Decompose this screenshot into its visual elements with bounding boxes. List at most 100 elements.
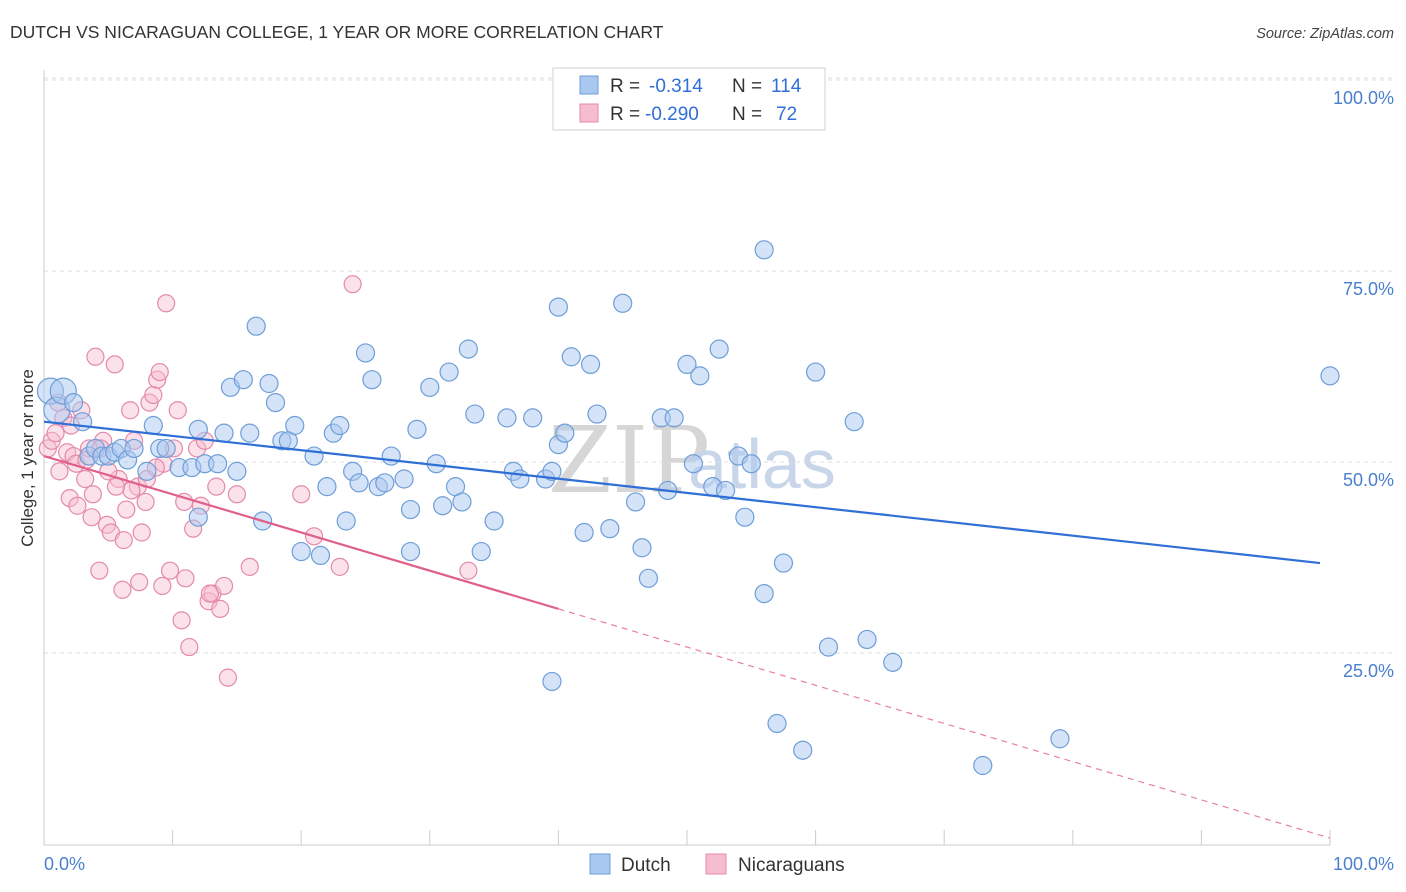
dutch-point bbox=[580, 354, 601, 374]
dutch-point bbox=[857, 629, 877, 650]
nicaraguan-point bbox=[86, 347, 105, 366]
dutch-point bbox=[330, 415, 350, 436]
dutch-point bbox=[375, 473, 395, 493]
nicaraguan-point bbox=[114, 531, 133, 550]
dutch-point bbox=[452, 492, 472, 512]
nicaraguan-point bbox=[343, 275, 362, 294]
dutch-point bbox=[291, 541, 311, 562]
nicaraguan-point bbox=[83, 485, 102, 504]
nicaraguan-point bbox=[50, 462, 69, 481]
dutch-point bbox=[844, 412, 864, 432]
nicaraguan-point bbox=[136, 492, 155, 512]
nicaraguan-point bbox=[121, 401, 140, 420]
nicaraguan-point bbox=[168, 401, 187, 420]
nicaraguan-point bbox=[292, 485, 311, 504]
nicaraguan-point bbox=[187, 439, 207, 458]
x-tick-label-0: 0.0% bbox=[44, 854, 85, 874]
nicaraguan-point bbox=[90, 561, 109, 580]
nicaraguan-point bbox=[150, 362, 169, 382]
y-tick-labels: 25.0% 50.0% 75.0% 100.0% bbox=[1333, 88, 1394, 681]
dutch-point bbox=[407, 419, 427, 439]
dutch-point bbox=[420, 377, 440, 397]
dutch-point bbox=[548, 297, 569, 317]
chart-source: Source: ZipAtlas.com bbox=[1256, 26, 1394, 42]
dutch-point bbox=[715, 480, 736, 501]
chart-title: DUTCH VS NICARAGUAN COLLEGE, 1 YEAR OR M… bbox=[10, 22, 664, 42]
dutch-point bbox=[767, 713, 787, 734]
nicaraguan-point bbox=[106, 477, 126, 496]
nicaraguan-point bbox=[130, 573, 149, 592]
dutch-point bbox=[773, 553, 794, 573]
nicaraguan-point bbox=[459, 561, 478, 580]
dutch-points bbox=[36, 240, 1340, 776]
nicaraguan-n-value: 72 bbox=[776, 104, 797, 125]
nicaraguan-point bbox=[153, 576, 172, 596]
nicaraguan-point bbox=[200, 584, 219, 603]
nicaraguan-point bbox=[330, 557, 349, 576]
dutch-point bbox=[1050, 729, 1070, 749]
dutch-point bbox=[471, 541, 491, 562]
dutch-point bbox=[561, 347, 581, 367]
dutch-point bbox=[400, 499, 421, 520]
nicaraguan-point bbox=[240, 557, 259, 576]
dutch-point bbox=[574, 522, 594, 543]
dutch-trend-line bbox=[43, 420, 1321, 565]
nicaraguan-r-value: -0.290 bbox=[645, 104, 699, 125]
dutch-point bbox=[188, 507, 208, 527]
dutch-legend-swatch bbox=[579, 75, 599, 95]
dutch-point bbox=[754, 240, 774, 260]
dutch-r-label: R = bbox=[610, 76, 640, 97]
nicaraguan-point bbox=[157, 294, 176, 313]
dutch-point bbox=[542, 461, 562, 481]
dutch-point bbox=[362, 370, 382, 390]
dutch-point bbox=[625, 492, 646, 512]
dutch-point bbox=[613, 293, 633, 313]
nicaraguan-point bbox=[82, 508, 101, 527]
nicaraguan-point bbox=[113, 580, 132, 599]
dutch-point bbox=[484, 511, 504, 531]
dutch-point bbox=[818, 637, 839, 657]
nicaraguan-point bbox=[132, 523, 151, 542]
dutch-point bbox=[285, 415, 305, 436]
nicaraguan-series-swatch bbox=[705, 853, 727, 875]
nicaraguan-trend-line bbox=[43, 455, 559, 610]
dutch-point bbox=[664, 408, 684, 428]
dutch-point bbox=[1320, 366, 1340, 386]
trend-lines bbox=[43, 420, 1331, 839]
nicaraguan-point bbox=[214, 576, 234, 596]
dutch-point bbox=[555, 423, 575, 443]
dutch-point bbox=[600, 519, 620, 539]
nicaraguan-point bbox=[176, 569, 195, 588]
dutch-point bbox=[465, 404, 485, 424]
nicaraguan-r-label: R = bbox=[610, 104, 640, 125]
y-tick-label-75: 75.0% bbox=[1343, 279, 1394, 299]
dutch-point bbox=[677, 354, 697, 374]
dutch-point bbox=[433, 496, 453, 516]
dutch-point bbox=[124, 438, 144, 459]
nicaraguan-point bbox=[172, 611, 191, 630]
stats-legend: R = -0.314 N = 114 R = -0.290 N = 72 bbox=[552, 67, 826, 131]
dutch-point bbox=[63, 393, 84, 413]
dutch-point bbox=[973, 755, 993, 776]
dutch-n-value: 114 bbox=[771, 76, 802, 97]
dutch-r-value: -0.314 bbox=[649, 76, 703, 97]
dutch-point bbox=[400, 541, 421, 562]
nicaraguan-point bbox=[105, 355, 124, 374]
dutch-point bbox=[72, 412, 93, 432]
x-tick-marks bbox=[43, 830, 1331, 845]
y-axis-label: College, 1 year or more bbox=[18, 369, 37, 547]
dutch-point bbox=[214, 423, 234, 443]
dutch-point bbox=[542, 671, 562, 692]
dutch-point bbox=[349, 473, 369, 493]
dutch-point bbox=[523, 408, 543, 428]
dutch-point bbox=[156, 438, 176, 459]
dutch-point bbox=[793, 740, 813, 760]
nicaraguan-point bbox=[46, 424, 65, 443]
nicaraguan-point bbox=[207, 477, 226, 496]
dutch-point bbox=[317, 477, 337, 497]
dutch-point bbox=[233, 370, 253, 390]
dutch-point bbox=[310, 545, 331, 566]
nicaraguan-point bbox=[76, 469, 95, 489]
dutch-point bbox=[143, 415, 163, 436]
nicaraguan-point bbox=[211, 599, 230, 618]
